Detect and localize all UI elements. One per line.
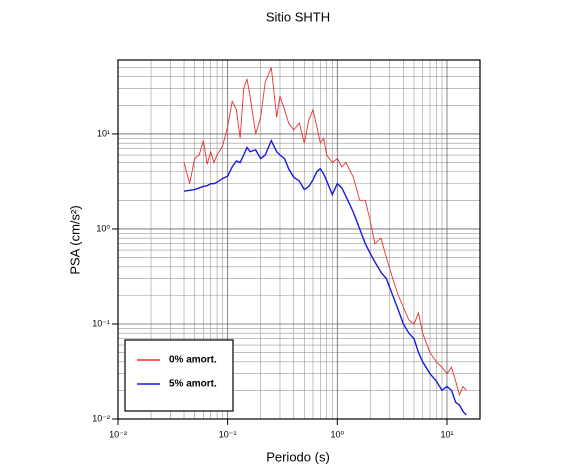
series-line xyxy=(183,67,467,397)
plot-frame xyxy=(117,59,481,420)
x-tick-label: 10¹ xyxy=(440,429,453,439)
chart-title: Sitio SHTH xyxy=(266,9,330,24)
y-tick-label: 10¹ xyxy=(97,128,110,138)
y-tick-label: 10⁻¹ xyxy=(92,318,110,328)
legend-box xyxy=(124,339,234,412)
x-tick-label: 10⁻² xyxy=(109,429,127,439)
legend-label: 0% amort. xyxy=(169,355,217,366)
series-line xyxy=(183,138,467,416)
y-tick-label: 10⁻² xyxy=(92,413,110,423)
legend-label: 5% amort. xyxy=(169,379,217,390)
x-tick-label: 10⁰ xyxy=(331,429,345,439)
y-tick-label: 10⁰ xyxy=(96,223,110,233)
x-tick-label: 10⁻¹ xyxy=(219,429,237,439)
x-axis-label: Periodo (s) xyxy=(266,449,330,464)
y-axis-label: PSA (cm/s²) xyxy=(67,205,82,274)
